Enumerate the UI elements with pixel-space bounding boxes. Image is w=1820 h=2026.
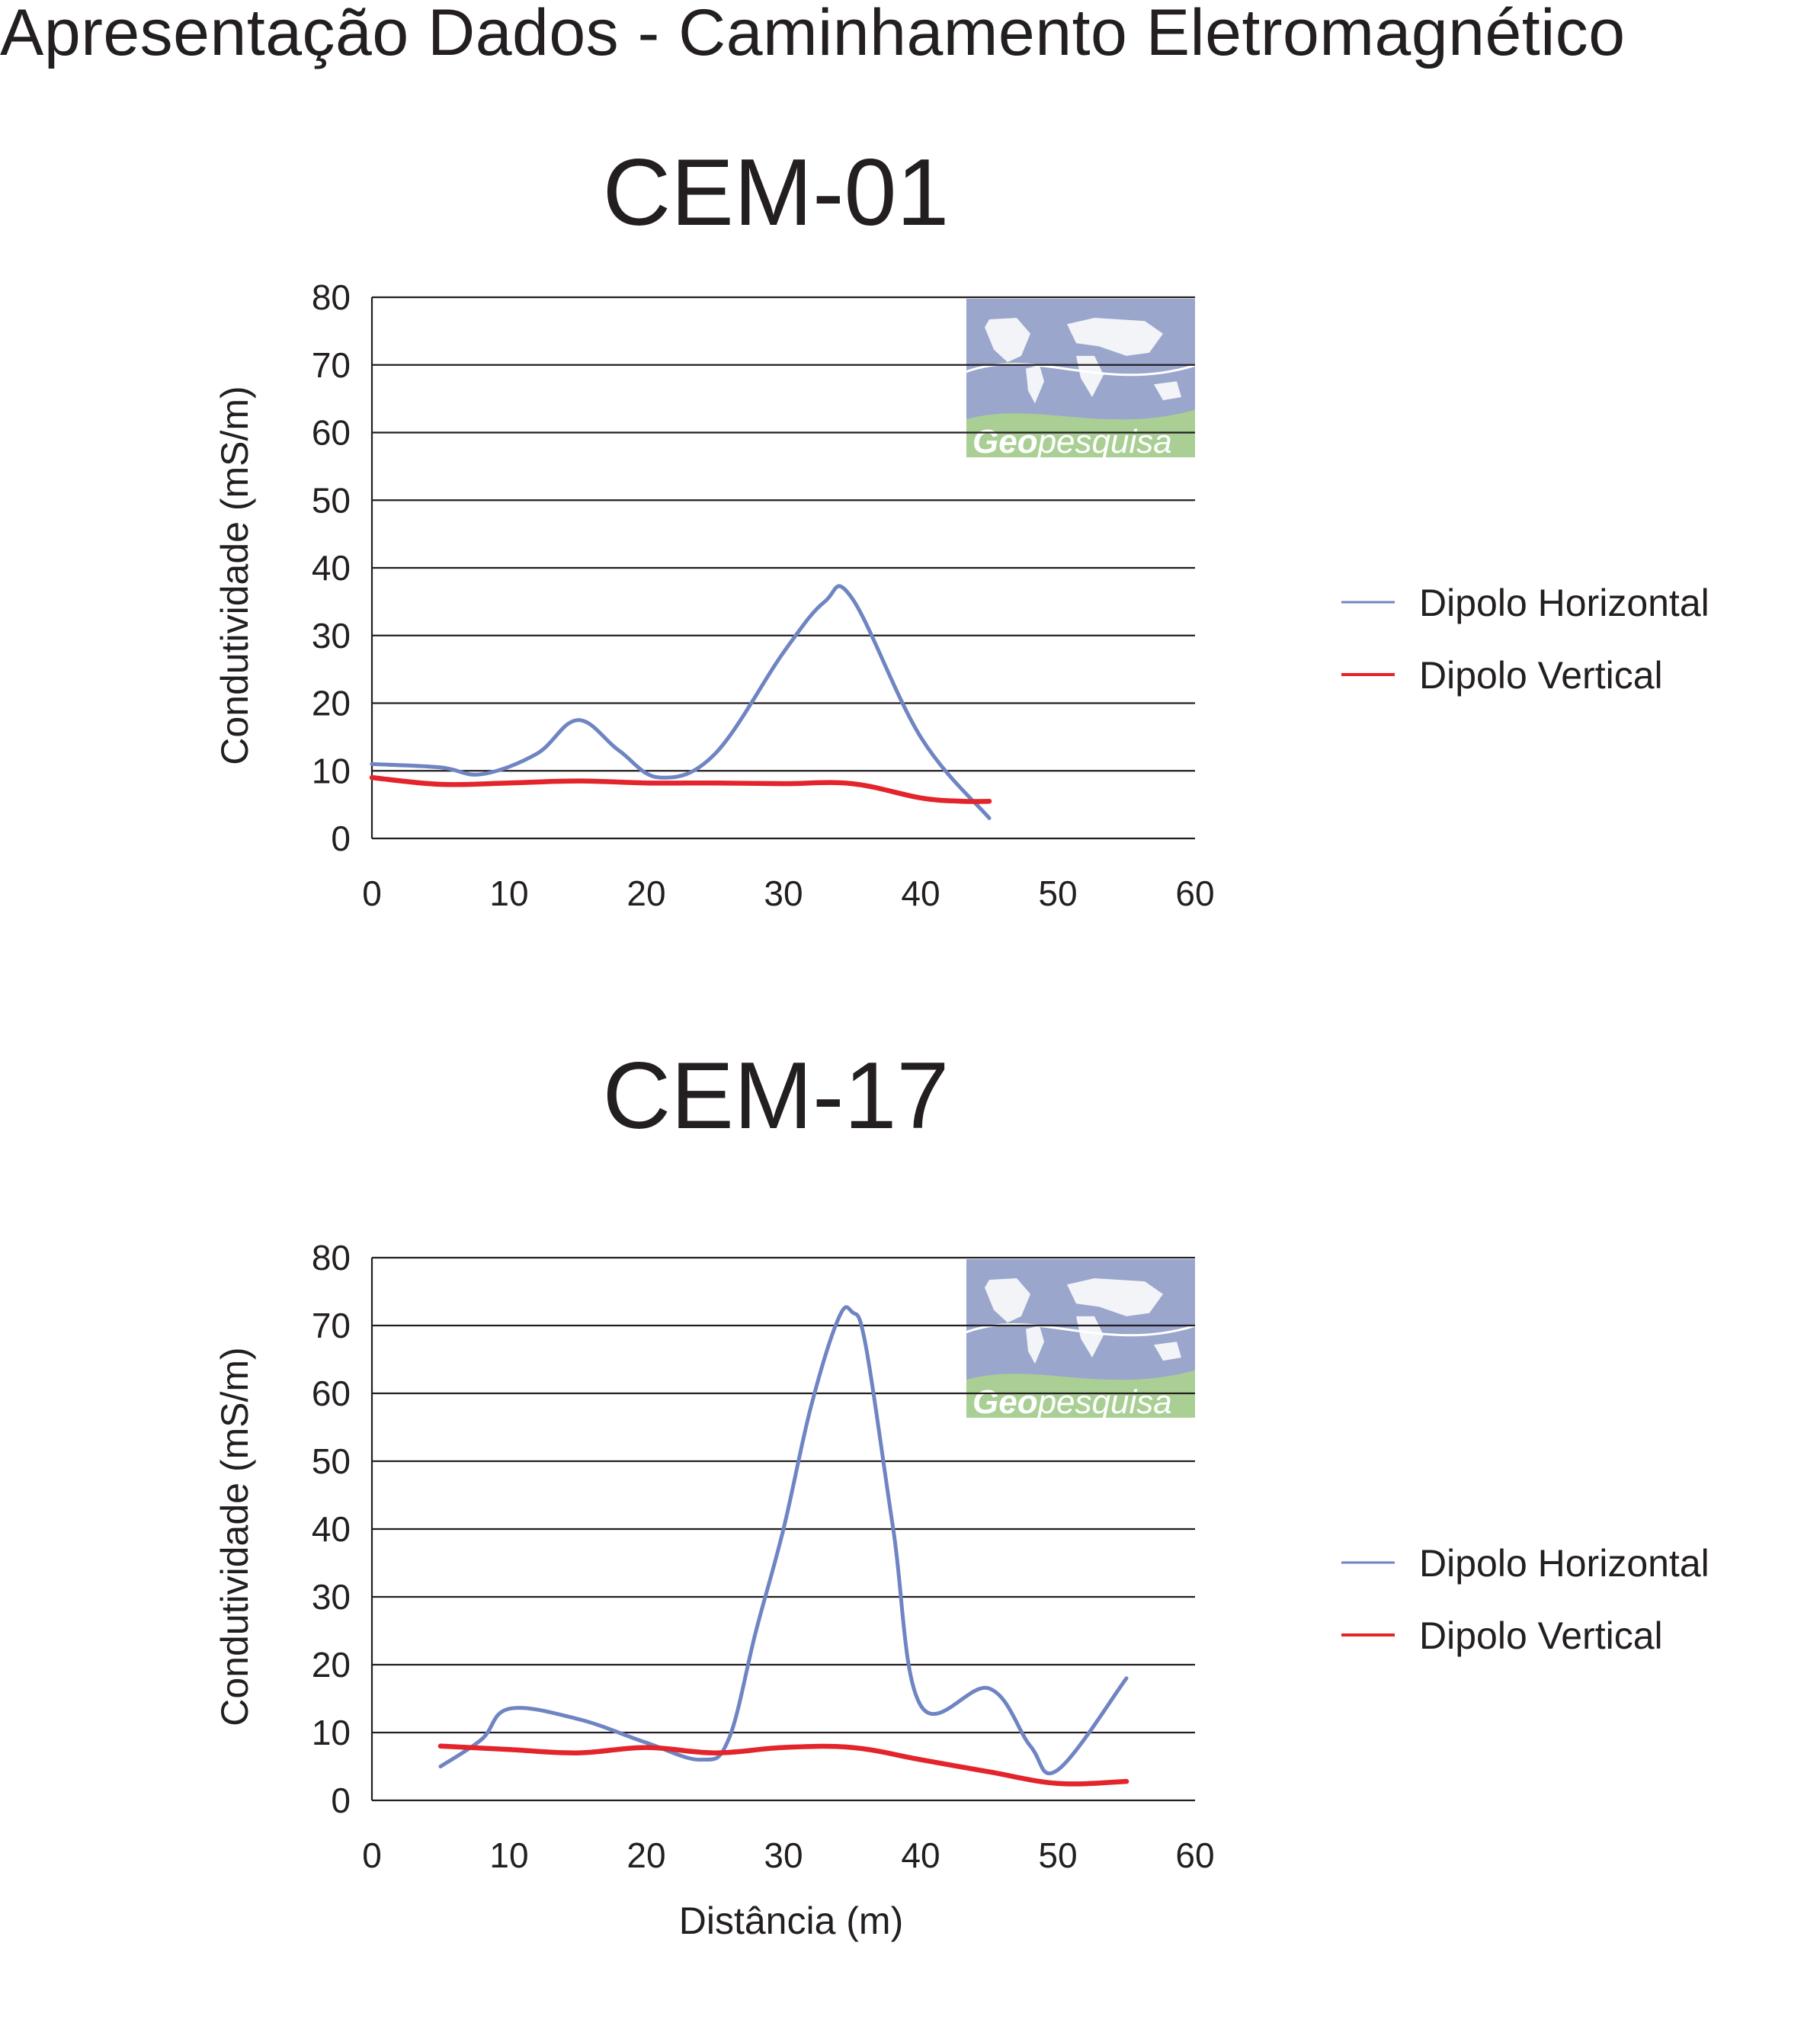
logo-text: Geopesquisa	[972, 423, 1172, 460]
series-line-dipolo-vertical	[437, 1743, 1129, 1787]
logo-text-bold: Geo	[972, 423, 1038, 460]
x-tick-label: 30	[764, 1835, 803, 1875]
chart-title: CEM-01	[603, 140, 950, 245]
logo-continent	[1154, 381, 1181, 401]
chart-cem-01: CEM-01 Geopesquisa 0 10 20 30 40 50 60 70 80 0 10 20 3…	[213, 140, 1709, 913]
y-tick-label: 60	[312, 413, 351, 453]
logo-continent	[1076, 1316, 1104, 1358]
y-tick-label: 30	[312, 616, 351, 656]
logo-continent	[1026, 365, 1044, 404]
y-tick-label: 70	[312, 1306, 351, 1345]
logo-continent	[1067, 1278, 1163, 1316]
x-tick-label: 0	[362, 1835, 382, 1875]
x-tick-label: 50	[1038, 1835, 1077, 1875]
x-axis-label: Distância (m)	[679, 1899, 903, 1942]
logo-text-regular: pesquisa	[1037, 1383, 1172, 1421]
legend-label: Dipolo Horizontal	[1419, 1542, 1709, 1585]
y-tick-label: 50	[312, 480, 351, 520]
page-title: Apresentação Dados - Caminhamento Eletro…	[0, 0, 1626, 69]
logo-continent	[1076, 355, 1104, 397]
logo-text-bold: Geo	[972, 1383, 1038, 1421]
y-tick-label: 0	[331, 1781, 351, 1820]
y-tick-label: 80	[312, 277, 351, 317]
logo-continent	[985, 318, 1030, 363]
x-tick-label: 10	[489, 874, 528, 913]
x-tick-label: 0	[362, 874, 382, 913]
legend-label: Dipolo Vertical	[1419, 654, 1663, 697]
x-tick-label: 20	[626, 874, 665, 913]
x-tick-label: 10	[489, 1835, 528, 1875]
y-axis-label: Condutividade (mS/m)	[213, 386, 256, 765]
y-tick-label: 40	[312, 548, 351, 588]
y-tick-label: 80	[312, 1238, 351, 1277]
logo-continent	[1067, 318, 1163, 356]
y-tick-label: 60	[312, 1374, 351, 1413]
x-tick-label: 40	[901, 1835, 940, 1875]
y-tick-label: 10	[312, 751, 351, 790]
chart-cem-17: CEM-17 Geopesquisa 0 10 20 30 40 50 60 70 80 0 10 20 3…	[213, 1043, 1709, 1942]
logo-continent	[985, 1278, 1030, 1323]
y-tick-label: 30	[312, 1577, 351, 1617]
x-tick-label: 60	[1175, 1835, 1214, 1875]
x-tick-label: 20	[626, 1835, 665, 1875]
series-line-dipolo-horizontal	[370, 584, 992, 820]
x-tick-label: 40	[901, 874, 940, 913]
geopesquisa-logo: Geopesquisa	[966, 1259, 1196, 1421]
series-line-dipolo-horizontal	[438, 1305, 1129, 1776]
y-tick-label: 70	[312, 345, 351, 385]
logo-text: Geopesquisa	[972, 1383, 1172, 1421]
legend-label: Dipolo Horizontal	[1419, 582, 1709, 624]
y-tick-label: 50	[312, 1441, 351, 1481]
logo-continent	[1026, 1326, 1044, 1364]
logo-text-regular: pesquisa	[1037, 423, 1172, 460]
y-tick-label: 10	[312, 1713, 351, 1752]
logo-continent	[1154, 1342, 1181, 1361]
y-tick-label: 20	[312, 684, 351, 723]
geopesquisa-logo: Geopesquisa	[966, 299, 1196, 460]
x-tick-label: 60	[1175, 874, 1214, 913]
x-tick-label: 30	[764, 874, 803, 913]
y-tick-label: 40	[312, 1509, 351, 1549]
x-tick-label: 50	[1038, 874, 1077, 913]
series-line-dipolo-vertical	[369, 774, 992, 804]
y-axis-label: Condutividade (mS/m)	[213, 1347, 256, 1726]
y-tick-label: 0	[331, 819, 351, 858]
legend-label: Dipolo Vertical	[1419, 1614, 1663, 1657]
y-tick-label: 20	[312, 1645, 351, 1685]
chart-title: CEM-17	[603, 1043, 950, 1149]
logo-band	[966, 409, 1195, 457]
